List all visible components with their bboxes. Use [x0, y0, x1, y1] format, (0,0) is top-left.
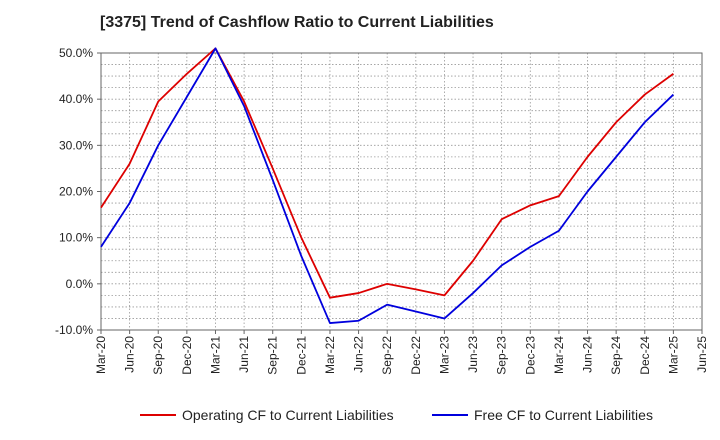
x-tick-label: Mar-20	[94, 336, 108, 374]
y-tick-label: 30.0%	[59, 138, 93, 152]
series-layer	[100, 47, 675, 324]
series-line-1	[100, 47, 674, 299]
x-tick-label: Sep-24	[609, 336, 623, 375]
x-tick-label: Mar-24	[552, 336, 566, 374]
x-tick-label: Sep-22	[380, 336, 394, 375]
x-tick-label: Mar-21	[208, 336, 222, 374]
plot-area	[100, 52, 703, 331]
x-tick-label: Mar-23	[437, 336, 451, 374]
x-tick-label: Jun-23	[466, 336, 480, 373]
x-tick-label: Jun-25	[695, 336, 709, 373]
legend-label: Operating CF to Current Liabilities	[182, 407, 394, 423]
x-tick-label: Sep-20	[151, 336, 165, 375]
y-tick-label: 0.0%	[66, 277, 94, 291]
y-tick-label: 40.0%	[59, 92, 93, 106]
y-tick-label: 50.0%	[59, 46, 93, 60]
x-tick-label: Dec-20	[180, 336, 194, 375]
x-tick-label: Dec-24	[638, 336, 652, 375]
x-axis: Mar-20 Jun-20 Sep-20 Dec-20 Mar-21 Jun-21 Sep-…	[94, 330, 709, 375]
y-tick-label: 10.0%	[59, 231, 93, 245]
grid	[101, 53, 702, 330]
x-tick-label: Jun-21	[237, 336, 251, 373]
x-tick-label: Sep-21	[266, 336, 280, 375]
y-tick-label: 20.0%	[59, 185, 93, 199]
legend-label: Free CF to Current Liabilities	[474, 407, 653, 423]
x-tick-label: Mar-22	[323, 336, 337, 374]
x-tick-label: Jun-24	[581, 336, 595, 373]
y-tick-label: -10.0%	[55, 323, 93, 337]
x-tick-label: Sep-23	[495, 336, 509, 375]
x-tick-label: Jun-20	[123, 336, 137, 373]
x-tick-label: Dec-22	[409, 336, 423, 375]
y-axis: -10.0% 0.0% 10.0% 20.0% 30.0% 40.0% 50.0%	[55, 46, 101, 337]
legend: Operating CF to Current Liabilities Free …	[140, 407, 653, 423]
x-tick-label: Dec-21	[294, 336, 308, 375]
x-tick-label: Jun-22	[352, 336, 366, 373]
x-tick-label: Mar-25	[666, 336, 680, 374]
series-line-2	[100, 47, 675, 324]
chart-title: [3375] Trend of Cashflow Ratio to Curren…	[100, 14, 494, 31]
x-tick-label: Dec-23	[523, 336, 537, 375]
